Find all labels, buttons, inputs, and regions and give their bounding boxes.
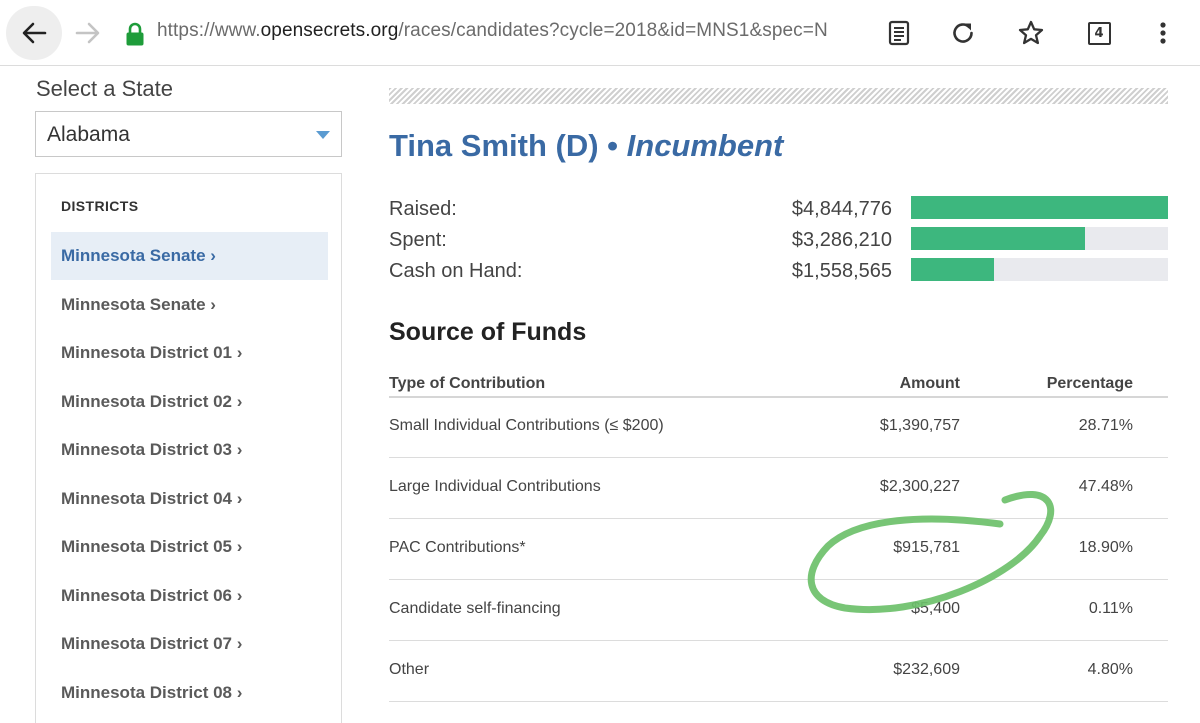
header-amount: Amount xyxy=(899,375,960,392)
district-item[interactable]: Minnesota District 07 › xyxy=(61,634,243,653)
back-button[interactable] xyxy=(6,6,62,60)
contribution-percentage: 4.80% xyxy=(1087,661,1133,678)
contribution-percentage: 28.71% xyxy=(1078,417,1133,434)
forward-button[interactable] xyxy=(66,8,110,58)
hatch-divider xyxy=(389,88,1168,104)
reload-button[interactable] xyxy=(944,14,982,52)
finance-bar xyxy=(911,258,1168,281)
reload-icon xyxy=(953,23,973,43)
finance-row: Cash on Hand: $1,558,565 xyxy=(389,258,1169,284)
district-item[interactable]: Minnesota District 08 › xyxy=(61,682,243,702)
header-divider xyxy=(389,396,1168,398)
contribution-amount: $1,390,757 xyxy=(879,417,960,434)
contribution-type: PAC Contributions* xyxy=(389,539,526,556)
state-select[interactable]: Alabama xyxy=(35,111,342,157)
star-icon xyxy=(1018,20,1044,45)
url-path: /races/candidates?cycle=2018&id=MNS1&spe… xyxy=(398,20,828,41)
contribution-amount: $5,400 xyxy=(911,600,960,617)
finance-row: Raised: $4,844,776 xyxy=(389,196,1169,222)
header-percentage: Percentage xyxy=(1046,375,1133,392)
title-separator: • xyxy=(598,128,627,163)
finance-label: Spent: xyxy=(389,229,447,251)
contribution-amount: $2,300,227 xyxy=(879,478,960,495)
source-of-funds-title: Source of Funds xyxy=(389,318,587,346)
finance-bar-fill xyxy=(911,258,994,281)
document-icon xyxy=(888,20,910,46)
contribution-amount: $232,609 xyxy=(893,661,960,678)
table-row: Large Individual Contributions $2,300,227… xyxy=(389,458,1168,519)
district-item[interactable]: Minnesota District 03 › xyxy=(61,440,243,459)
tab-count: 4 xyxy=(1087,21,1111,45)
more-vertical-icon xyxy=(1160,22,1166,44)
bookmark-button[interactable] xyxy=(1011,14,1051,52)
finance-bar-fill xyxy=(911,196,1168,219)
district-item[interactable]: Minnesota Senate › xyxy=(61,294,216,314)
district-item[interactable]: Minnesota District 06 › xyxy=(61,585,243,605)
candidate-title: Tina Smith (D) • Incumbent xyxy=(389,128,783,164)
district-item[interactable]: Minnesota District 04 › xyxy=(61,488,243,508)
contribution-amount: $915,781 xyxy=(893,539,960,556)
arrow-right-icon xyxy=(75,22,100,44)
finance-row: Spent: $3,286,210 xyxy=(389,227,1169,253)
finance-value: $3,286,210 xyxy=(791,229,892,251)
state-select-value: Alabama xyxy=(47,123,130,146)
header-type: Type of Contribution xyxy=(389,375,546,392)
district-item[interactable]: Minnesota District 05 › xyxy=(61,537,243,556)
address-bar[interactable]: https://www.opensecrets.org/races/candid… xyxy=(157,20,828,42)
district-item[interactable]: Minnesota Senate › xyxy=(51,232,328,280)
table-row: Other $232,609 4.80% xyxy=(389,641,1168,702)
tab-switcher-button[interactable]: 4 xyxy=(1080,14,1118,52)
finance-label: Raised: xyxy=(389,198,457,220)
candidate-name: Tina Smith (D) xyxy=(389,128,599,163)
contribution-type: Small Individual Contributions (≤ $200) xyxy=(389,417,664,434)
caret-down-icon xyxy=(316,131,330,139)
lock-icon xyxy=(122,20,148,48)
url-prefix: https://www. xyxy=(157,20,261,41)
finance-bar xyxy=(911,196,1168,219)
districts-panel: DISTRICTS Minnesota Senate › Minnesota Se… xyxy=(35,173,342,723)
table-row: Candidate self-financing $5,400 0.11% xyxy=(389,580,1168,641)
url-host: opensecrets.org xyxy=(260,20,399,41)
contribution-type: Other xyxy=(389,661,430,678)
reader-mode-button[interactable] xyxy=(880,14,918,52)
finance-value: $1,558,565 xyxy=(791,260,892,282)
contribution-percentage: 0.11% xyxy=(1088,600,1133,617)
contribution-percentage: 47.48% xyxy=(1078,478,1133,495)
district-item[interactable]: Minnesota District 02 › xyxy=(61,391,243,411)
district-item[interactable]: Minnesota District 01 › xyxy=(61,343,243,362)
finance-bar-fill xyxy=(911,227,1086,250)
finance-value: $4,844,776 xyxy=(791,198,892,220)
contribution-type: Candidate self-financing xyxy=(389,600,561,617)
contribution-type: Large Individual Contributions xyxy=(389,478,601,495)
finance-bar xyxy=(911,227,1168,250)
table-row: PAC Contributions* $915,781 18.90% xyxy=(389,519,1168,580)
select-state-label: Select a State xyxy=(36,76,173,101)
districts-title: DISTRICTS xyxy=(61,198,139,214)
overflow-menu-button[interactable] xyxy=(1146,14,1180,52)
arrow-left-icon xyxy=(22,22,47,44)
browser-toolbar: https://www.opensecrets.org/races/candid… xyxy=(0,0,1200,66)
contribution-percentage: 18.90% xyxy=(1078,539,1133,556)
candidate-status: Incumbent xyxy=(626,128,784,163)
table-row: Small Individual Contributions (≤ $200) $… xyxy=(389,397,1168,458)
finance-label: Cash on Hand: xyxy=(389,260,523,282)
